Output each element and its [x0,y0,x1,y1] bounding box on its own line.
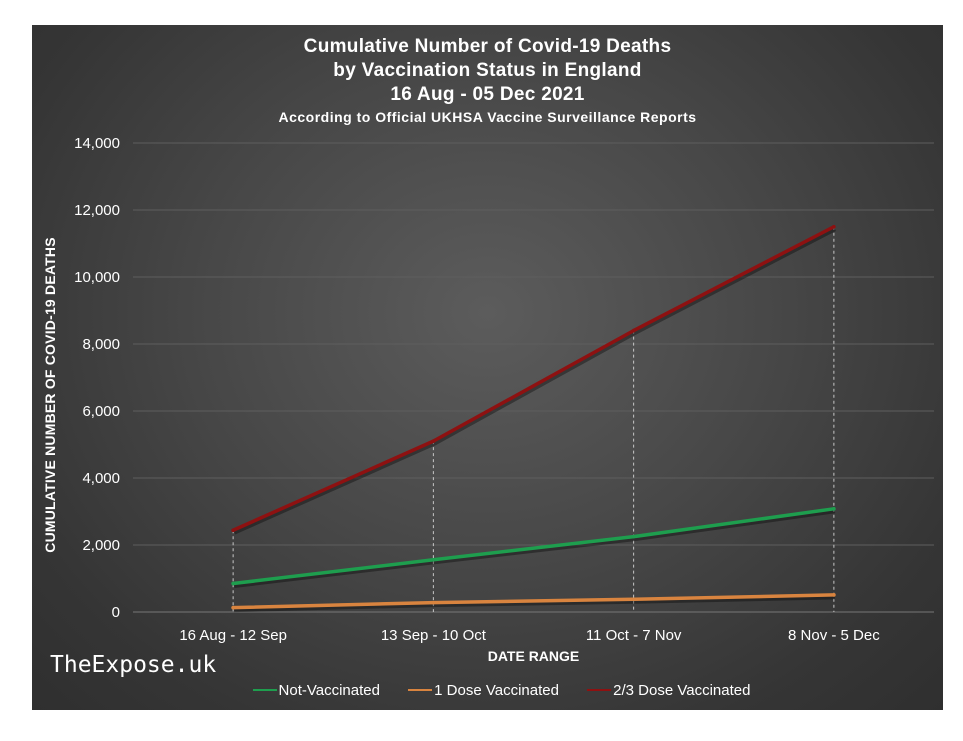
y-tick-label: 10,000 [74,269,120,286]
data-point [832,224,836,229]
data-point [631,534,636,539]
chart-plot: 0 2,000 4,000 6,000 8,000 10,000 12,000 14,000 1… [74,135,934,644]
y-axis-label: CUMULATIVE NUMBER OF COVID-19 DEATHS [42,237,58,553]
chart-title-date-range: 16 Aug - 05 Dec 2021 [390,84,585,105]
legend-item-not-vaccinated: Not-Vaccinated [252,682,380,699]
y-tick-label: 6,000 [82,403,120,420]
legend-label-1-dose: 1 Dose Vaccinated [434,682,559,699]
chart-legend: Not-Vaccinated 1 Dose Vaccinated 2/3 Dos… [32,682,943,699]
watermark-text: TheExpose.uk [50,652,217,678]
x-axis-label: DATE RANGE [487,648,580,664]
legend-swatch-2-3-dose [587,689,612,692]
legend-swatch-not-vaccinated [252,689,277,692]
x-tick-label: 13 Sep - 10 Oct [381,627,487,644]
y-tick-label: 4,000 [82,470,120,487]
legend-item-2-3-dose: 2/3 Dose Vaccinated [587,682,750,699]
data-point [231,605,235,610]
chart-title: Cumulative Number of Covid-19 Deaths [303,36,672,57]
chart-panel: Cumulative Number of Covid-19 Deaths by … [32,25,943,710]
y-tick-label: 8,000 [82,336,120,353]
chart-title-line-2: by Vaccination Status in England [333,60,642,81]
chart-subtitle: According to Official UKHSA Vaccine Surv… [278,109,697,125]
legend-label-2-3-dose: 2/3 Dose Vaccinated [613,682,751,699]
series-line [231,507,836,586]
x-tick-label: 16 Aug - 12 Sep [179,627,287,644]
legend-label-not-vaccinated: Not-Vaccinated [278,682,380,699]
data-point [431,439,436,443]
series-shadow [233,508,836,589]
y-tick-label: 14,000 [74,135,120,152]
y-tick-label: 2,000 [82,537,120,554]
data-point [231,528,235,533]
data-point [431,600,436,605]
series-shadow [234,594,835,613]
series-line [231,593,836,610]
series-shadow [233,226,837,535]
data-point [431,557,436,562]
data-point [832,507,836,511]
data-point [231,581,235,586]
y-tick-label: 12,000 [74,202,120,219]
y-tick-label: 0 [112,604,120,621]
data-point [631,328,636,333]
legend-swatch-1-dose [408,689,433,692]
data-point [832,593,836,597]
x-tick-label: 11 Oct - 7 Nov [586,627,682,644]
series-line [231,225,836,533]
legend-item-1-dose: 1 Dose Vaccinated [408,682,559,699]
data-point [631,597,636,602]
x-tick-label: 8 Nov - 5 Dec [788,627,880,644]
